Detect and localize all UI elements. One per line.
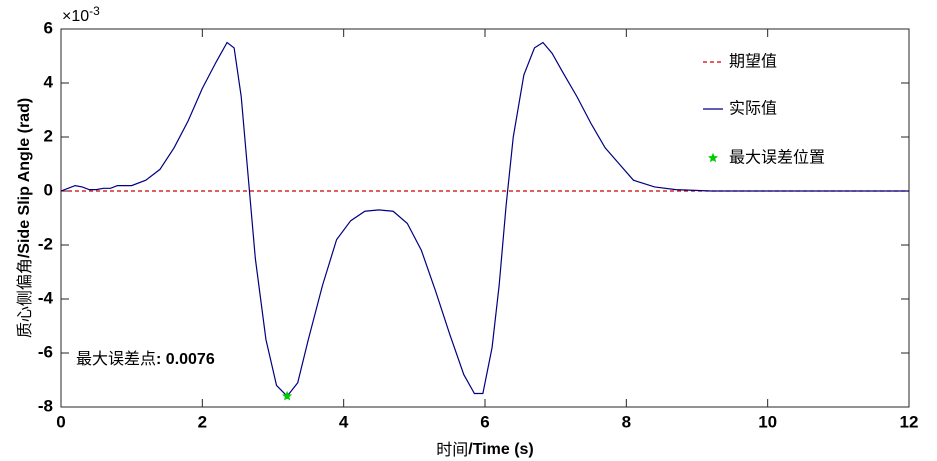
y-scale-exponent: -3 bbox=[89, 4, 100, 18]
x-tick-label: 0 bbox=[56, 412, 65, 431]
y-tick-label: 4 bbox=[44, 72, 54, 91]
x-tick-label: 2 bbox=[198, 412, 207, 431]
y-tick-label: 6 bbox=[44, 18, 53, 37]
annotation: 最大误差点: 0.0076 bbox=[76, 350, 215, 368]
y-scale-base: ×10 bbox=[62, 8, 89, 25]
y-label-cn: 质心侧偏角 bbox=[15, 258, 34, 338]
x-axis-label: 时间/Time (s) bbox=[436, 440, 534, 459]
y-tick-label: 2 bbox=[44, 126, 53, 145]
y-tick-label: -6 bbox=[38, 342, 53, 361]
x-tick-label: 6 bbox=[480, 412, 489, 431]
x-tick-label: 10 bbox=[758, 412, 777, 431]
x-tick-label: 8 bbox=[622, 412, 631, 431]
legend-label: 期望值 bbox=[729, 52, 777, 71]
legend-label: 实际值 bbox=[729, 99, 777, 118]
legend-label: 最大误差位置 bbox=[729, 148, 825, 167]
y-scale-factor: ×10-3 bbox=[62, 4, 100, 25]
annotation-text: 最大误差点 bbox=[76, 350, 156, 368]
y-tick-label: -8 bbox=[38, 396, 53, 415]
x-tick-label: 12 bbox=[900, 412, 919, 431]
y-tick-label: -2 bbox=[38, 234, 53, 253]
y-tick-label: -4 bbox=[38, 288, 54, 307]
x-tick-label: 4 bbox=[339, 412, 349, 431]
x-label-en: /Time (s) bbox=[468, 441, 534, 458]
annotation-value: : 0.0076 bbox=[156, 351, 215, 368]
max-error-marker bbox=[282, 390, 293, 401]
x-label-cn: 时间 bbox=[436, 440, 468, 459]
series-line bbox=[60, 41, 909, 398]
y-tick-label: 0 bbox=[44, 180, 53, 199]
axes-box bbox=[60, 28, 910, 408]
legend-marker bbox=[707, 152, 719, 163]
y-label-en: /Side Slip Angle (rad) bbox=[16, 98, 33, 258]
y-axis-label: 质心侧偏角/Side Slip Angle (rad) bbox=[15, 98, 34, 338]
